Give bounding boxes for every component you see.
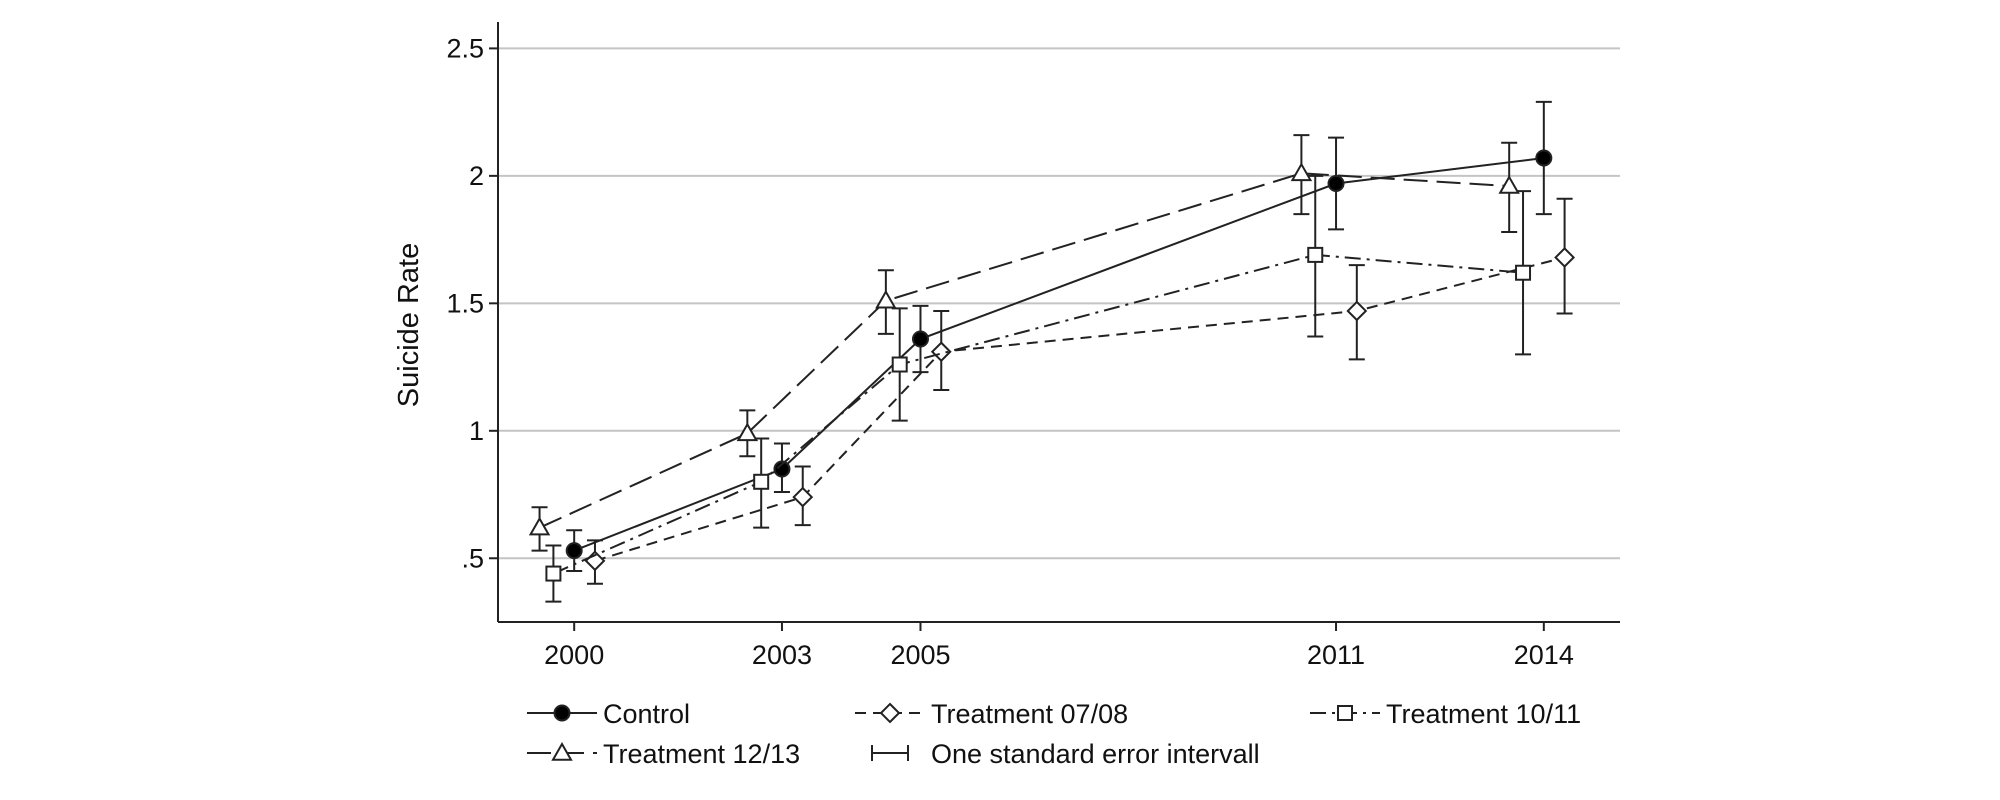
legend-label: Control <box>603 699 690 729</box>
control-point <box>911 330 929 348</box>
series-line <box>573 157 1544 552</box>
x-tick-label: 2005 <box>890 640 950 670</box>
treatment-1011-point <box>891 356 908 373</box>
y-tick-label: 2.5 <box>446 33 484 63</box>
treatment-1011-point <box>1307 246 1324 263</box>
y-axis-title: Suicide Rate <box>393 243 425 407</box>
y-tick-label: 2 <box>469 161 484 191</box>
series-control <box>565 100 1553 573</box>
y-tick-label: .5 <box>461 543 484 573</box>
y-tick-label: 1 <box>469 416 484 446</box>
series-treatment-07-08 <box>584 197 1576 585</box>
treatment-0708-point <box>1554 247 1576 268</box>
treatment-1213-point <box>875 289 897 309</box>
series-treatment-12-13 <box>528 134 1520 552</box>
legend-item: Treatment 10/11 <box>1310 699 1581 729</box>
legend-marker <box>1337 705 1353 721</box>
treatment-1011-point <box>545 565 562 582</box>
control-point <box>1327 175 1345 193</box>
treatment-1213-point <box>736 422 759 442</box>
gridlines <box>498 47 1620 560</box>
x-tick-label: 2014 <box>1514 640 1574 670</box>
y-axis-ticks: .5 1 1.5 2 2.5 <box>446 33 498 573</box>
treatment-0708-point <box>930 341 952 363</box>
treatment-1213-point <box>528 516 551 536</box>
x-axis-ticks: 2000 2003 2005 2011 2014 <box>544 622 1574 670</box>
treatment-1011-point <box>753 473 770 490</box>
y-tick-label: 1.5 <box>446 288 484 318</box>
treatment-1213-point <box>1498 175 1520 194</box>
legend: Control Treatment 07/08 Treatment 10/11 Tre… <box>527 699 1581 769</box>
x-tick-label: 2011 <box>1307 640 1365 670</box>
legend-marker <box>871 745 909 761</box>
legend-label: Treatment 07/08 <box>931 699 1128 729</box>
treatment-1213-point <box>1290 162 1313 182</box>
treatment-0708-point <box>1346 300 1368 322</box>
plot-series <box>528 100 1576 603</box>
control-point <box>565 542 583 560</box>
axes <box>497 22 1620 623</box>
legend-marker <box>879 702 901 724</box>
x-tick-label: 2000 <box>544 640 604 670</box>
series-treatment-10-11 <box>545 174 1532 603</box>
legend-item: Treatment 07/08 <box>855 699 1128 729</box>
control-point <box>1535 149 1553 167</box>
legend-marker <box>553 704 571 722</box>
x-tick-label: 2003 <box>752 640 812 670</box>
legend-item: Control <box>527 699 690 729</box>
legend-item: One standard error intervall <box>871 739 1260 769</box>
treatment-0708-point <box>792 486 814 508</box>
legend-item: Treatment 12/13 <box>527 739 800 769</box>
treatment-1011-point <box>1515 264 1532 281</box>
legend-marker <box>551 741 573 761</box>
legend-label: One standard error intervall <box>931 739 1260 769</box>
control-point <box>773 460 791 478</box>
series-line <box>539 172 1510 529</box>
legend-label: Treatment 12/13 <box>603 739 800 769</box>
legend-label: Treatment 10/11 <box>1386 699 1581 729</box>
